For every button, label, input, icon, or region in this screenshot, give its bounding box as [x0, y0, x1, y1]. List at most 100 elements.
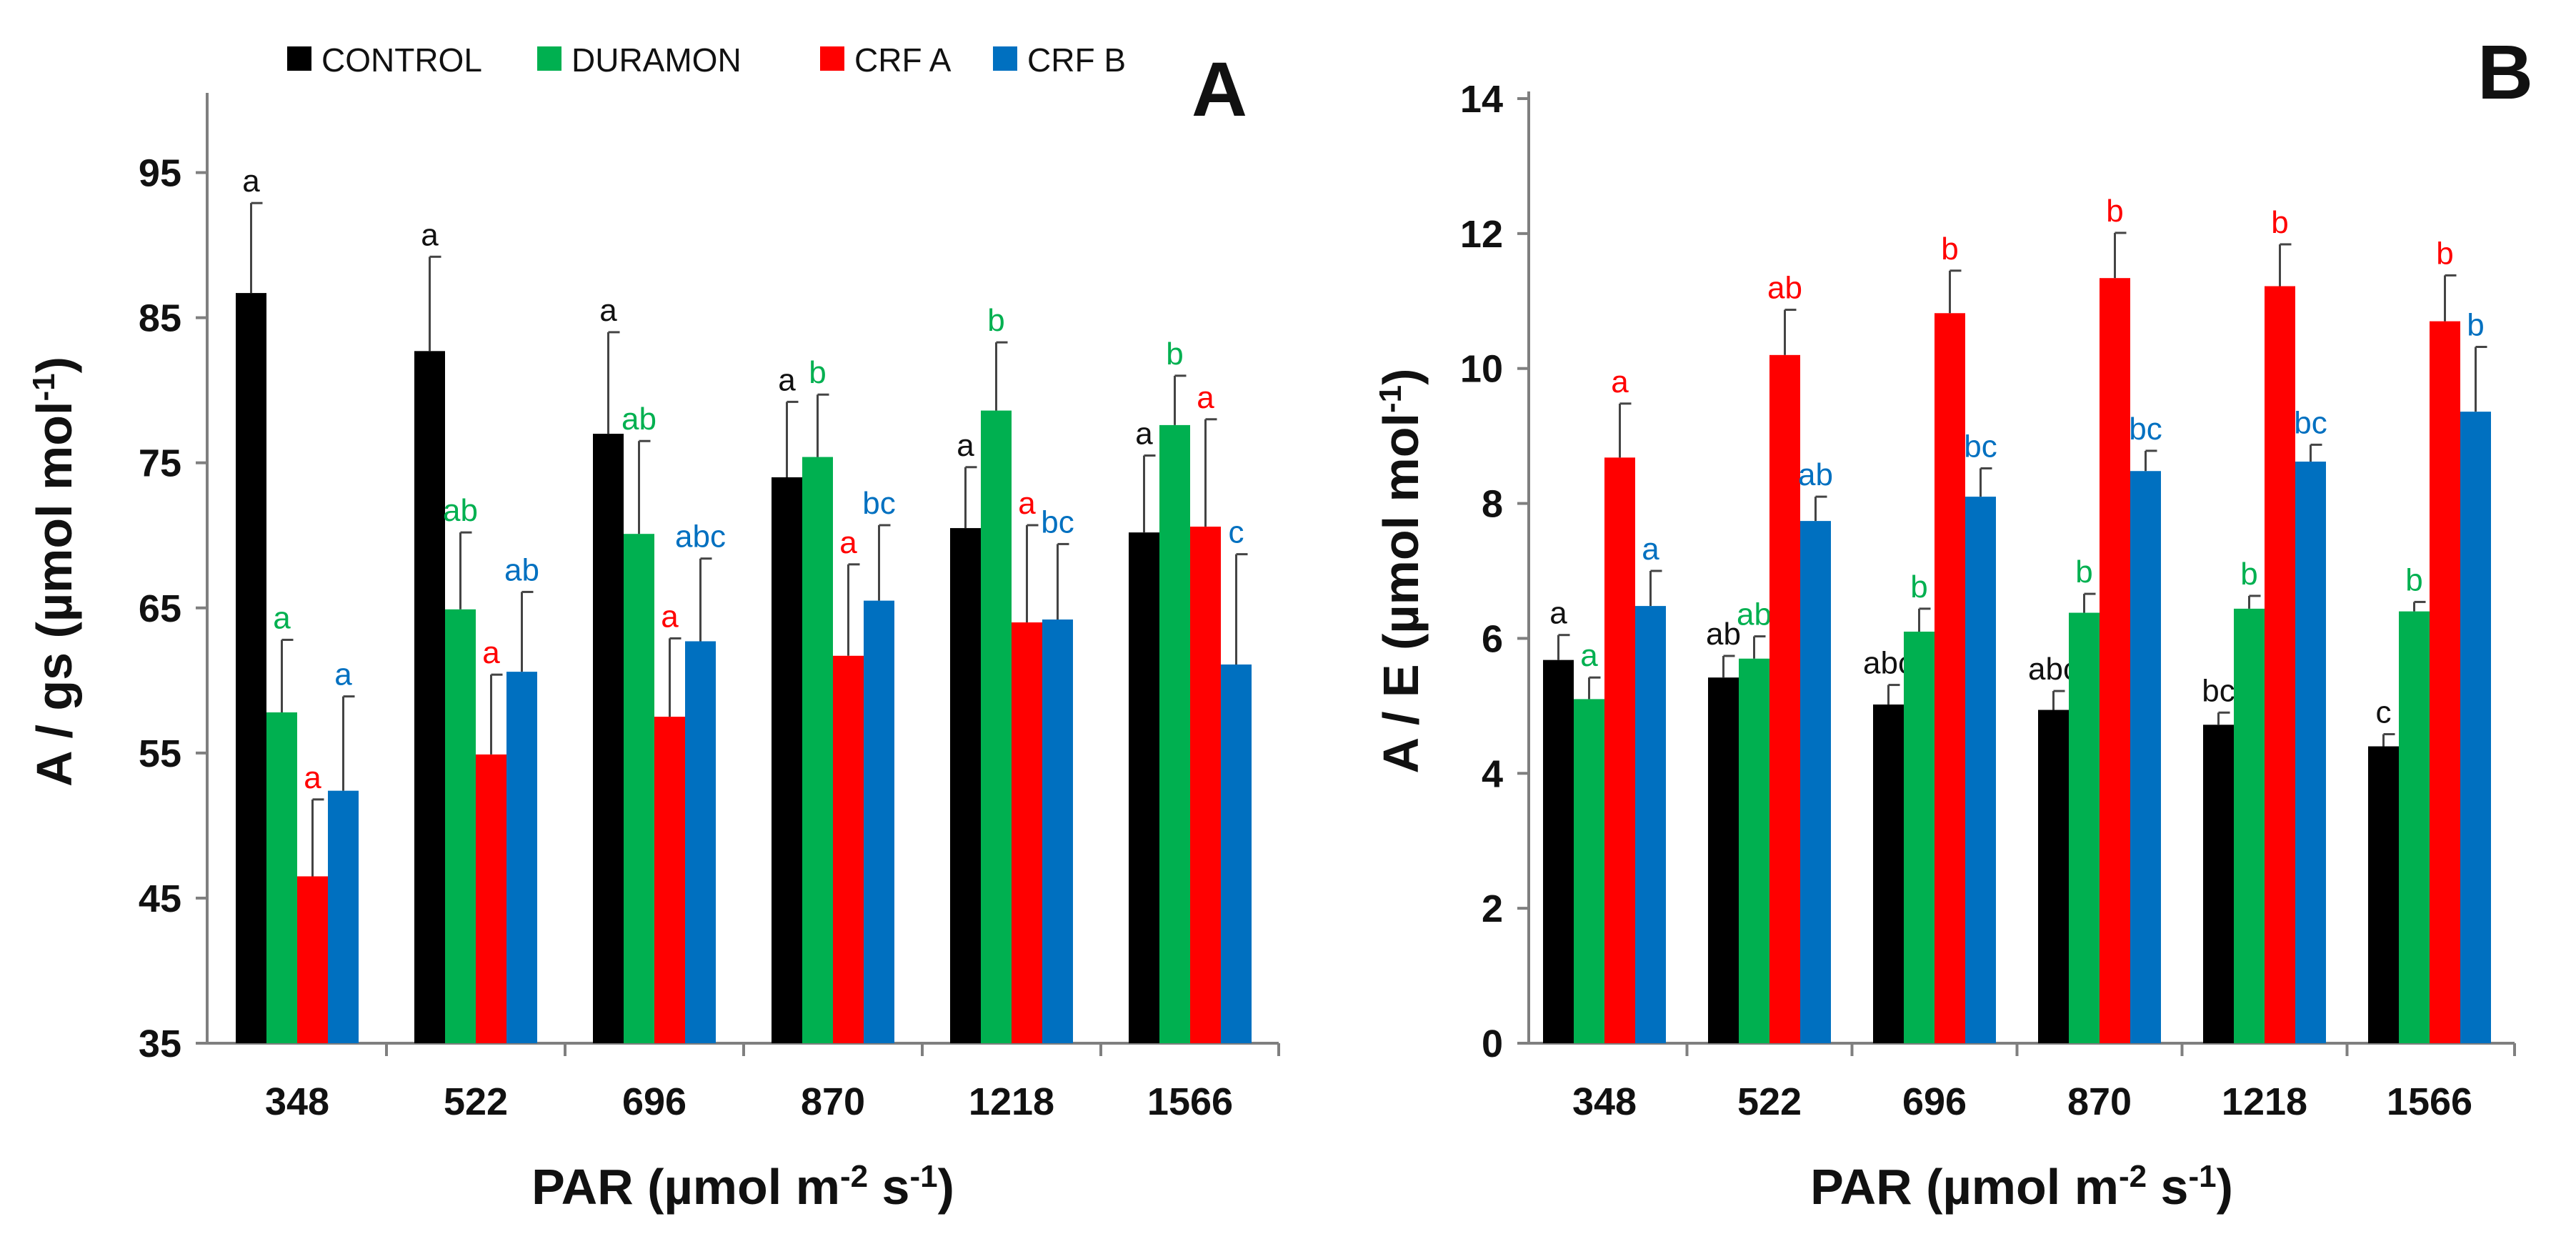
panel-b-y-tick-label: 10 — [1460, 348, 1503, 391]
legend-swatch-crf-b — [993, 46, 1017, 71]
panel-a-bar-control — [593, 434, 624, 1043]
panel-b-sig-letter-duramon: b — [2405, 562, 2422, 597]
legend-label-crf-b: CRF B — [1027, 41, 1126, 79]
panel-b-bar-control — [2368, 746, 2399, 1043]
panel-b-bar-control — [2203, 725, 2234, 1043]
panel-a-y-tick-label: 95 — [139, 152, 181, 195]
panel-a-x-tick-label: 348 — [265, 1080, 329, 1123]
panel-a-sig-letter-duramon: ab — [621, 402, 657, 437]
panel-b-sig-letter-duramon: ab — [1737, 597, 1772, 632]
panel-a-bar-duramon — [802, 457, 833, 1043]
panel-b-bar-crf-a — [2265, 286, 2295, 1043]
panel-b-sig-letter-crf-b: bc — [1964, 429, 1997, 464]
panel-b-sig-letter-control: a — [1549, 596, 1567, 631]
panel-b-sig-letter-crf-a: ab — [1767, 271, 1802, 306]
panel-a-y-tick-label: 45 — [139, 877, 181, 920]
panel-b-sig-letter-control: ab — [1706, 617, 1741, 652]
panel-a-sig-letter-crf-a: a — [839, 525, 857, 560]
panel-b-bar-crf-b — [1635, 606, 1666, 1043]
panel-b-sig-letter-crf-b: bc — [2294, 405, 2327, 440]
panel-a-bar-crf-a — [1012, 622, 1042, 1043]
panel-a-sig-letter-crf-a: a — [304, 760, 321, 795]
panel-a-y-tick-label: 35 — [139, 1022, 181, 1065]
panel-a-y-tick-label: 65 — [139, 587, 181, 630]
panel-a-sig-letter-crf-b: abc — [675, 519, 726, 554]
panel-b-bar-crf-b — [2460, 412, 2491, 1043]
panel-a-x-tick-label: 522 — [444, 1080, 508, 1123]
panel-a-y-tick-label: 85 — [139, 297, 181, 340]
panel-b-bar-crf-b — [2295, 462, 2326, 1043]
panel-a-x-tick-label: 870 — [801, 1080, 865, 1123]
panel-b-bar-crf-a — [1935, 313, 1965, 1044]
panel-a-sig-letter-crf-a: a — [661, 599, 679, 634]
panel-a-bar-crf-a — [297, 876, 328, 1043]
panel-b-sig-letter-crf-b: bc — [2129, 412, 2162, 447]
panel-b-bar-crf-b — [2130, 471, 2161, 1043]
panel-a-bar-crf-a — [476, 754, 506, 1043]
panel-a-bar-crf-b — [506, 672, 537, 1043]
panel-a-sig-letter-duramon: ab — [443, 493, 478, 528]
panel-a-bar-duramon — [1159, 424, 1190, 1043]
panel-a-y-tick-label: 55 — [139, 732, 181, 775]
panel-b-y-tick-label: 6 — [1482, 617, 1503, 660]
panel-a-sig-letter-control: a — [1135, 417, 1153, 452]
panel-b-y-tick-label: 14 — [1460, 78, 1503, 121]
panel-a-bar-crf-a — [833, 655, 864, 1043]
panel-b-bar-duramon — [1904, 631, 1935, 1043]
panel-b-sig-letter-crf-b: a — [1642, 532, 1659, 567]
panel-a-sig-letter-duramon: b — [809, 355, 826, 390]
panel-a-bar-crf-b — [1042, 619, 1073, 1043]
panel-b-y-tick-label: 0 — [1482, 1022, 1503, 1065]
panel-a-sig-letter-crf-a: a — [1018, 486, 1036, 521]
panel-a-y-tick-label: 75 — [139, 442, 181, 485]
panel-b-x-tick-label: 696 — [1902, 1080, 1967, 1123]
panel-b-x-axis-title: PAR (µmol m-2 s-1) — [1810, 1159, 2233, 1215]
panel-a-bar-duramon — [266, 712, 297, 1043]
panel-a-sig-letter-control: a — [957, 428, 974, 463]
panel-a-sig-letter-control: a — [778, 362, 796, 397]
legend: CONTROL DURAMON CRF A CRF B — [287, 41, 1126, 79]
panel-b-bar-crf-a — [2430, 321, 2460, 1044]
panel-a-bar-duramon — [445, 609, 476, 1043]
panel-b-bar-control — [2038, 710, 2069, 1043]
panel-b-sig-letter-duramon: b — [1910, 569, 1927, 604]
panel-a-sig-letter-crf-b: bc — [862, 486, 895, 521]
panel-b-bar-crf-b — [1800, 521, 1831, 1043]
panel-a-bar-control — [950, 528, 981, 1043]
panel-b-bar-crf-b — [1965, 497, 1996, 1043]
legend-label-duramon: DURAMON — [571, 41, 742, 79]
panel-b-bar-control — [1873, 704, 1904, 1043]
panel-b-x-tick-label: 522 — [1737, 1080, 1802, 1123]
panel-b-sig-letter-crf-a: a — [1611, 364, 1629, 399]
panel-a-sig-letter-duramon: b — [987, 303, 1004, 338]
panel-b-bar-duramon — [1739, 658, 1769, 1043]
panel-b-y-tick-label: 8 — [1482, 483, 1503, 526]
panel-a-sig-letter-crf-b: ab — [504, 552, 539, 587]
panel-a-bar-crf-b — [1221, 664, 1252, 1043]
panel-b-bar-control — [1543, 660, 1574, 1043]
panel-b-bar-crf-a — [2100, 278, 2130, 1044]
panel-b-bar-duramon — [1574, 699, 1604, 1043]
panel-b-bar-duramon — [2069, 612, 2100, 1043]
panel-b-sig-letter-control: c — [2376, 695, 2392, 730]
panel-a-bar-crf-a — [1190, 527, 1221, 1043]
panel-a-bar-crf-b — [864, 600, 894, 1043]
panel-a: 35 45 55 65 75 85 95 348 522 696 870 1218 1566 a a a a a a… — [26, 93, 1280, 1215]
panel-a-bar-control — [414, 351, 445, 1043]
panel-b-x-tick-label: 348 — [1572, 1080, 1637, 1123]
panel-b-y-tick-label: 2 — [1482, 887, 1503, 930]
panel-a-x-tick-label: 1566 — [1147, 1080, 1233, 1123]
panel-a-sig-letter-crf-a: a — [1197, 380, 1214, 415]
panel-a-bar-control — [772, 477, 802, 1043]
panel-a-sig-letter-control: a — [242, 164, 260, 199]
panel-a-sig-letter-crf-b: c — [1229, 515, 1244, 550]
panel-a-x-tick-label: 1218 — [969, 1080, 1054, 1123]
panel-b-bar-crf-a — [1604, 457, 1635, 1043]
panel-a-sig-letter-duramon: a — [273, 600, 291, 635]
panel-a-bar-duramon — [981, 410, 1012, 1043]
panel-b-sig-letter-duramon: b — [2075, 554, 2092, 589]
panel-b-bar-crf-a — [1769, 354, 1800, 1043]
